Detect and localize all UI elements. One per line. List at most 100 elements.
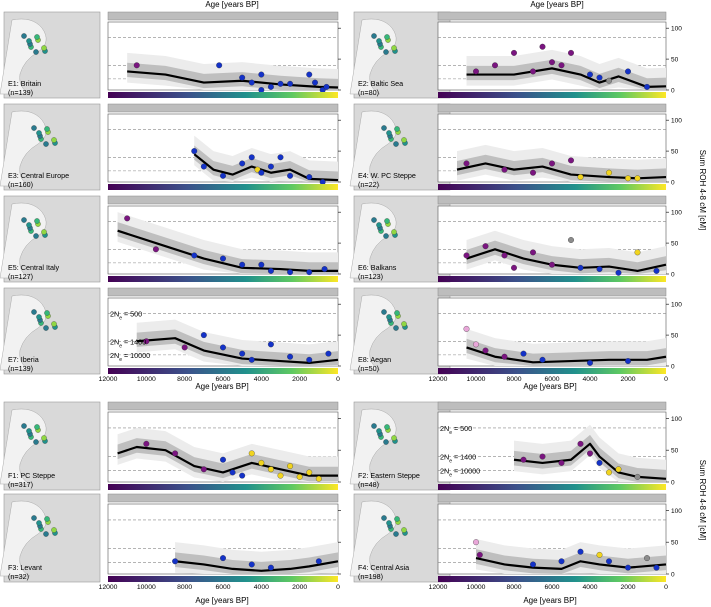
data-point (229, 469, 236, 476)
data-point (200, 466, 207, 473)
data-point (625, 175, 631, 182)
x-tick-label: 12000 (99, 376, 118, 383)
data-point (312, 79, 318, 86)
panel-F1: F1: PC Steppe(n=317) (0, 401, 341, 491)
data-point (287, 269, 294, 276)
data-point (296, 473, 303, 480)
data-point (172, 558, 179, 565)
map-sample-marker (36, 130, 42, 136)
age-color-bar (438, 368, 666, 374)
data-point (520, 350, 527, 357)
ref-label-suffix: = 10000 (122, 351, 150, 360)
y-tick-label: 50 (671, 448, 679, 455)
y-tick-label: 0 (671, 180, 675, 187)
data-point (539, 453, 546, 460)
data-point (558, 558, 565, 565)
y-tick-label: 100 (671, 210, 682, 217)
data-point (463, 325, 470, 332)
map-sample-marker (384, 424, 390, 430)
data-point (267, 267, 274, 274)
panels-layer: E1: Britain(n=139)E2: Baltic Sea(n=80) 05… (0, 11, 707, 591)
data-point (258, 169, 265, 176)
map-sample-marker (371, 217, 377, 223)
confidence-band-inner (476, 549, 666, 574)
region-label: E7: Iberia (8, 355, 39, 364)
sample-count-label: (n=127) (8, 272, 33, 281)
map-sample-marker (381, 309, 387, 315)
data-point (615, 269, 622, 276)
region-label: E4: W. PC Steppe (358, 171, 416, 180)
region-label: F2: Eastern Steppe (358, 471, 420, 480)
data-point (476, 551, 483, 558)
data-point (634, 249, 641, 256)
data-point (220, 456, 226, 463)
map-sample-marker (386, 520, 392, 526)
y-axis-title: Sum ROH 4-8 cM [cM] (698, 150, 707, 230)
data-point (549, 59, 555, 66)
y-tick-label: 100 (671, 26, 682, 33)
sample-count-label: (n=22) (358, 180, 379, 189)
data-point (606, 169, 612, 176)
y-tick-label: 0 (671, 364, 675, 371)
data-point (625, 358, 631, 365)
reference-line-label: 2Ne = 1400 (110, 337, 146, 349)
sample-count-label: (n=50) (358, 364, 379, 373)
ref-label-suffix: = 500 (122, 309, 142, 318)
data-point (143, 440, 150, 447)
data-point (615, 466, 622, 473)
panel-F2: F2: Eastern Steppe(n=48) 0 50 100 (349, 401, 682, 491)
data-point (248, 154, 255, 161)
trend-line (466, 67, 667, 89)
map-sample-marker (384, 34, 390, 40)
x-tick-label: 10000 (467, 376, 486, 383)
map-sample-marker (43, 325, 49, 331)
data-point (653, 267, 660, 274)
panel-E5: E5: Central Italy(n=127) (0, 195, 341, 283)
ref-label-base: 2N (440, 424, 449, 433)
data-point (267, 564, 274, 571)
map-sample-marker (394, 516, 400, 522)
top-bar (437, 401, 667, 411)
x-tick-label: 8000 (506, 584, 521, 591)
x-tick-label: 6000 (215, 584, 230, 591)
y-tick-label: 100 (671, 118, 682, 125)
map-sample-marker (51, 137, 57, 143)
map-sample-marker (36, 314, 42, 320)
map-sample-marker (21, 33, 27, 39)
data-point (463, 160, 470, 167)
data-point (587, 359, 593, 366)
map-sample-marker (376, 222, 382, 228)
data-point (248, 356, 255, 363)
data-point (577, 264, 584, 271)
map-sample-marker (386, 130, 392, 136)
data-point (220, 172, 226, 179)
map-sample-marker (43, 531, 49, 537)
data-point (596, 74, 603, 81)
map-sample-marker (26, 222, 32, 228)
ref-label-sub: e (119, 315, 122, 321)
data-point (315, 558, 322, 565)
map-sample-marker (44, 516, 50, 522)
data-point (596, 459, 603, 466)
map-sample-marker (41, 45, 47, 51)
map-sample-marker (393, 325, 399, 331)
data-point (306, 269, 313, 276)
data-point (267, 83, 274, 90)
data-point (568, 157, 574, 164)
map-sample-marker (36, 520, 42, 526)
data-point (239, 350, 246, 357)
ref-label-sub: e (449, 430, 452, 436)
ref-label-sub: e (449, 459, 452, 465)
top-bar (437, 103, 667, 113)
confidence-band-inner (457, 154, 666, 182)
top-bar (107, 493, 339, 503)
y-tick-label: 0 (671, 272, 675, 279)
data-point (568, 237, 574, 243)
x-tick-label: 2000 (620, 584, 635, 591)
x-tick-label: 10000 (467, 584, 486, 591)
data-point (239, 160, 246, 167)
ref-label-base: 2N (110, 309, 119, 318)
map-sample-marker (401, 137, 407, 143)
confidence-band-inner (466, 240, 666, 274)
age-color-bar (438, 184, 666, 190)
